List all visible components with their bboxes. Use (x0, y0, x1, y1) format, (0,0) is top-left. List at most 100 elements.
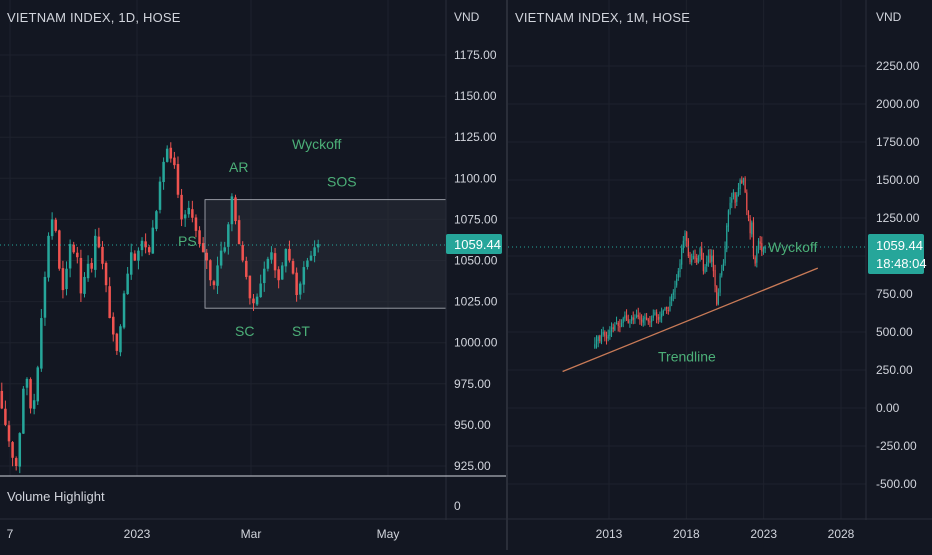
left-candle[interactable] (237, 220, 241, 245)
left-candle[interactable] (144, 241, 147, 248)
left-annotation-sos[interactable]: SOS (327, 174, 357, 190)
right-candle[interactable] (600, 335, 603, 343)
right-candle[interactable] (640, 320, 643, 322)
right-candle[interactable] (657, 316, 659, 320)
left-candle[interactable] (266, 258, 270, 269)
right-candle[interactable] (652, 315, 654, 318)
left-candle[interactable] (191, 209, 194, 218)
right-annotation-trendline[interactable]: Trendline (658, 348, 716, 364)
left-candle[interactable] (230, 196, 234, 225)
right-candle[interactable] (666, 307, 668, 310)
right-candle[interactable] (604, 332, 606, 337)
left-candle[interactable] (198, 230, 201, 245)
right-candle[interactable] (712, 255, 714, 272)
right-candle[interactable] (717, 292, 720, 304)
right-candle[interactable] (632, 317, 634, 320)
left-candle[interactable] (205, 252, 208, 261)
right-candle[interactable] (752, 222, 755, 256)
right-candle[interactable] (625, 315, 628, 320)
left-candle[interactable] (201, 243, 205, 253)
left-candle[interactable] (90, 262, 93, 269)
left-candle[interactable] (61, 268, 65, 291)
left-candle[interactable] (129, 252, 133, 275)
right-candle[interactable] (737, 187, 740, 196)
left-candle[interactable] (316, 244, 320, 248)
right-candle[interactable] (687, 240, 689, 256)
right-candle[interactable] (595, 339, 598, 345)
right-candle[interactable] (727, 210, 730, 227)
right-time-axis[interactable]: 2013 2018 2023 2028 (596, 527, 855, 541)
right-candle[interactable] (654, 312, 656, 316)
right-candle[interactable] (696, 258, 698, 263)
left-candle[interactable] (18, 433, 22, 467)
right-candle[interactable] (615, 322, 618, 325)
right-candle[interactable] (724, 248, 726, 264)
right-candle[interactable] (679, 263, 681, 273)
left-annotation-ps[interactable]: PS (178, 233, 197, 249)
right-candle[interactable] (594, 344, 596, 348)
left-candle[interactable] (104, 262, 108, 286)
left-candle[interactable] (245, 260, 248, 277)
right-candle[interactable] (656, 312, 658, 317)
left-candle[interactable] (209, 260, 212, 281)
left-annotation-ar[interactable]: AR (229, 159, 248, 175)
left-candle[interactable] (43, 276, 47, 318)
left-candle[interactable] (119, 326, 122, 353)
left-time-axis[interactable]: 7 2023 Mar May (7, 527, 400, 541)
left-candle[interactable] (252, 298, 255, 304)
left-candle[interactable] (158, 181, 162, 210)
left-candle[interactable] (309, 255, 313, 261)
right-candle[interactable] (599, 335, 601, 342)
left-candle[interactable] (32, 400, 36, 409)
left-candle[interactable] (101, 246, 104, 264)
left-candle[interactable] (65, 268, 68, 290)
right-candle[interactable] (691, 259, 693, 263)
right-candle[interactable] (662, 310, 664, 315)
right-candle[interactable] (747, 210, 750, 218)
left-candle[interactable] (173, 157, 176, 166)
right-candle[interactable] (609, 330, 611, 337)
wyckoff-range-box[interactable] (204, 199, 447, 309)
right-candle[interactable] (731, 198, 733, 203)
right-candle[interactable] (746, 192, 748, 211)
left-candle[interactable] (313, 247, 316, 257)
left-candle[interactable] (25, 378, 29, 388)
left-candle[interactable] (112, 316, 115, 335)
right-candle[interactable] (647, 319, 649, 322)
left-candle[interactable] (194, 217, 198, 231)
left-candle[interactable] (216, 265, 219, 286)
right-candle[interactable] (761, 243, 763, 252)
right-candle[interactable] (757, 240, 760, 249)
left-candles[interactable] (0, 142, 320, 474)
right-candle[interactable] (744, 178, 746, 193)
right-candle[interactable] (684, 233, 686, 241)
left-candle[interactable] (97, 236, 101, 248)
right-candle[interactable] (707, 256, 709, 263)
right-candle[interactable] (697, 256, 699, 264)
left-candle[interactable] (115, 333, 119, 351)
right-candle[interactable] (635, 315, 638, 318)
right-candle[interactable] (682, 240, 684, 250)
left-annotation-sc[interactable]: SC (235, 323, 254, 339)
right-candle[interactable] (701, 248, 703, 260)
right-candle[interactable] (756, 248, 758, 263)
left-candle[interactable] (277, 269, 280, 281)
right-candle[interactable] (689, 254, 691, 263)
right-candles[interactable] (594, 176, 766, 349)
left-candle[interactable] (255, 296, 259, 305)
right-candle[interactable] (722, 263, 725, 271)
right-candle[interactable] (729, 202, 731, 210)
left-candle[interactable] (137, 250, 140, 261)
left-candle[interactable] (280, 265, 284, 280)
left-candle[interactable] (155, 211, 158, 229)
right-candle[interactable] (726, 225, 728, 250)
right-candle[interactable] (667, 309, 669, 311)
right-candle[interactable] (677, 271, 679, 278)
right-candle[interactable] (741, 180, 743, 184)
left-candle[interactable] (151, 227, 155, 254)
left-candle[interactable] (169, 147, 173, 159)
right-candle[interactable] (671, 295, 673, 301)
right-candle[interactable] (630, 316, 633, 321)
right-candle[interactable] (706, 262, 708, 267)
right-candle[interactable] (754, 257, 756, 264)
